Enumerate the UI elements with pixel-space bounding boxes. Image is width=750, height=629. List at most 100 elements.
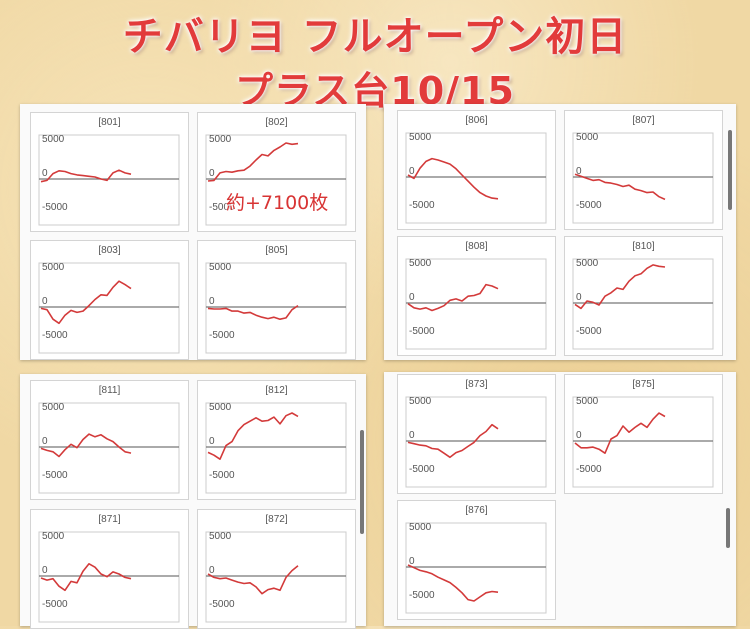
line-chart: 5000 0 -5000: [38, 134, 180, 226]
y-tick-label: 0: [576, 430, 582, 441]
y-tick-label: 5000: [42, 402, 65, 413]
line-chart: 5000 0 -5000: [38, 262, 180, 354]
y-tick-label: -5000: [209, 202, 235, 213]
chart-card: [873] 5000 0 -5000: [397, 374, 556, 494]
y-tick-label: -5000: [209, 470, 235, 481]
series-line: [407, 157, 499, 200]
line-chart: 5000 0 -5000: [38, 402, 180, 494]
y-tick-label: 5000: [209, 402, 232, 413]
y-tick-label: -5000: [409, 326, 435, 337]
chart-card: [875] 5000 0 -5000: [564, 374, 723, 494]
plot-frame: [405, 522, 547, 614]
scrollbar[interactable]: [726, 508, 730, 548]
y-tick-label: -5000: [576, 326, 602, 337]
y-tick-label: 0: [209, 436, 215, 447]
chart-card: [811] 5000 0 -5000: [30, 380, 189, 500]
y-tick-label: 0: [42, 436, 48, 447]
y-tick-label: -5000: [576, 200, 602, 211]
chart-card: [805] 5000 0 -5000: [197, 240, 356, 360]
plot-frame: [572, 258, 714, 350]
line-chart: 5000 0 -5000: [405, 522, 547, 614]
y-tick-label: 5000: [576, 132, 599, 143]
chart-label: [873]: [465, 379, 488, 390]
y-tick-label: 5000: [576, 258, 599, 269]
y-tick-label: -5000: [409, 200, 435, 211]
y-tick-label: -5000: [409, 590, 435, 601]
series-line: [407, 564, 499, 602]
chart-label: [802]: [265, 117, 288, 128]
y-tick-label: 5000: [209, 262, 232, 273]
line-chart: 5000 0 -5000: [205, 262, 347, 354]
line-chart: 5000 0 -5000: [572, 132, 714, 224]
chart-label: [811]: [98, 385, 121, 396]
y-tick-label: 5000: [209, 134, 232, 145]
chart-card: [802] 5000 0 -5000: [197, 112, 356, 232]
y-tick-label: 0: [409, 292, 415, 303]
y-tick-label: 5000: [42, 134, 65, 145]
y-tick-label: 5000: [42, 531, 65, 542]
chart-label: [801]: [98, 117, 121, 128]
scrollbar[interactable]: [728, 130, 732, 210]
y-tick-label: 5000: [409, 132, 432, 143]
y-tick-label: -5000: [42, 330, 68, 341]
plot-frame: [405, 258, 547, 350]
chart-label: [803]: [98, 245, 121, 256]
chart-label: [810]: [632, 241, 655, 252]
plot-frame: [205, 402, 347, 494]
chart-card: [810] 5000 0 -5000: [564, 236, 723, 356]
plot-frame: [205, 134, 347, 226]
series-line: [574, 173, 666, 201]
y-tick-label: 5000: [409, 258, 432, 269]
y-tick-label: -5000: [576, 464, 602, 475]
plot-frame: [405, 396, 547, 488]
line-chart: 5000 0 -5000: [405, 258, 547, 350]
y-tick-label: 0: [409, 166, 415, 177]
series-line: [407, 283, 499, 312]
y-tick-label: 0: [409, 430, 415, 441]
line-chart: 5000 0 -5000: [405, 396, 547, 488]
y-tick-label: 0: [209, 565, 215, 576]
y-tick-label: 0: [42, 168, 48, 179]
y-tick-label: -5000: [42, 599, 68, 610]
y-tick-label: 0: [209, 296, 215, 307]
y-tick-label: 5000: [42, 262, 65, 273]
line-chart: 5000 0 -5000: [205, 402, 347, 494]
y-tick-label: 5000: [209, 531, 232, 542]
chart-card: [871] 5000 0 -5000: [30, 509, 189, 629]
y-tick-label: -5000: [42, 202, 68, 213]
plot-frame: [38, 134, 180, 226]
chart-card: [808] 5000 0 -5000: [397, 236, 556, 356]
y-tick-label: -5000: [42, 470, 68, 481]
line-chart: 5000 0 -5000: [405, 132, 547, 224]
y-tick-label: 0: [576, 292, 582, 303]
chart-label: [875]: [632, 379, 655, 390]
plot-frame: [38, 402, 180, 494]
y-tick-label: 0: [42, 565, 48, 576]
y-tick-label: -5000: [209, 330, 235, 341]
chart-label: [812]: [265, 385, 288, 396]
chart-card: [812] 5000 0 -5000: [197, 380, 356, 500]
y-tick-label: -5000: [409, 464, 435, 475]
plot-frame: [405, 132, 547, 224]
chart-card: [876] 5000 0 -5000: [397, 500, 556, 620]
series-line: [207, 304, 299, 320]
plot-frame: [572, 132, 714, 224]
scrollbar[interactable]: [360, 430, 364, 534]
y-tick-label: 0: [409, 556, 415, 567]
chart-label: [872]: [265, 514, 288, 525]
chart-label: [805]: [265, 245, 288, 256]
series-line: [207, 412, 299, 460]
chart-card: [806] 5000 0 -5000: [397, 110, 556, 230]
chart-card: [872] 5000 0 -5000: [197, 509, 356, 629]
y-tick-label: 5000: [576, 396, 599, 407]
y-tick-label: -5000: [209, 599, 235, 610]
plot-frame: [572, 396, 714, 488]
series-line: [574, 412, 666, 454]
chart-label: [808]: [465, 241, 488, 252]
series-line: [207, 142, 299, 182]
line-chart: 5000 0 -5000: [205, 134, 347, 226]
profit-annotation: 約+7100枚: [226, 192, 329, 214]
chart-card: [801] 5000 0 -5000: [30, 112, 189, 232]
plot-frame: [38, 262, 180, 354]
y-tick-label: 0: [576, 166, 582, 177]
